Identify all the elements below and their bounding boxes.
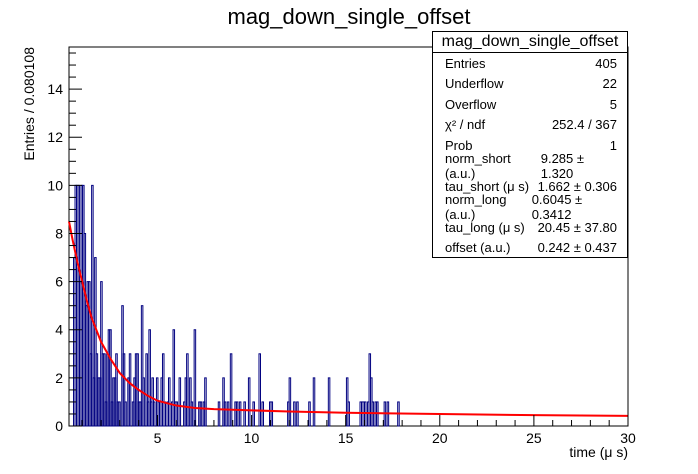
stats-value: 0.242 ± 0.437 <box>537 240 617 256</box>
y-tick-label: 4 <box>55 322 63 338</box>
stats-row-tau-short: tau_short (μ s) 1.662 ± 0.306 <box>433 176 627 197</box>
histogram-bin <box>152 401 156 427</box>
stats-row-norm-long: norm_long (a.u.) 0.6045 ± 0.3412 <box>433 192 627 222</box>
histogram-bin <box>261 401 264 427</box>
histogram-bin <box>217 401 221 427</box>
histogram-bin <box>109 329 112 427</box>
x-tick-label: 5 <box>154 430 162 446</box>
stats-label: norm_long (a.u.) <box>445 191 507 222</box>
histogram-bin <box>270 401 274 427</box>
x-tick-label: 15 <box>338 430 354 446</box>
stats-value: 5 <box>609 96 617 112</box>
histogram-bin <box>347 401 350 427</box>
stats-row-overflow: Overflow 5 <box>433 94 627 115</box>
x-tick-label: 25 <box>526 430 542 446</box>
histogram-bin <box>161 353 165 427</box>
histogram-bin <box>308 401 311 427</box>
histogram-bin <box>235 401 239 427</box>
stats-value: 20.45 ± 37.80 <box>537 219 617 235</box>
stats-value: 22 <box>602 76 617 92</box>
histogram-bin <box>172 329 176 427</box>
histogram-bin <box>296 401 299 427</box>
stats-value: 405 <box>595 55 617 71</box>
stats-value: 1 <box>609 137 617 153</box>
stats-label: χ² / ndf <box>445 117 486 133</box>
histogram-bin <box>91 184 94 427</box>
histogram-bin <box>327 377 331 427</box>
stats-row-offset: offset (a.u.) 0.242 ± 0.437 <box>433 238 627 259</box>
x-axis: 5 10 15 20 25 30 <box>81 415 636 446</box>
stats-value: 1.662 ± 0.306 <box>537 178 617 194</box>
histogram-bin <box>312 377 316 427</box>
stats-value: 9.285 ± 1.320 <box>540 150 585 181</box>
x-tick-label: 20 <box>432 430 448 446</box>
stats-label: Prob <box>445 137 473 153</box>
histogram-bin <box>223 401 227 427</box>
histogram-bin <box>288 377 292 427</box>
stats-label: tau_long (μ s) <box>445 219 525 235</box>
y-tick-label: 12 <box>47 129 63 145</box>
histogram-bin <box>243 401 246 427</box>
histogram-bin <box>168 377 171 427</box>
stats-label: tau_short (μ s) <box>445 178 530 194</box>
histogram-bin <box>94 257 97 427</box>
stats-row-underflow: Underflow 22 <box>433 74 627 95</box>
stats-label: Entries <box>445 55 486 71</box>
stats-label: norm_short (a.u.) <box>445 150 511 181</box>
x-axis-label: time (μ s) <box>569 444 628 460</box>
histogram-bin <box>293 401 296 427</box>
stats-box: mag_down_single_offset Entries 405 Underf… <box>432 31 628 258</box>
y-axis: 0 2 4 6 8 10 12 14 <box>47 52 82 434</box>
stats-label: Underflow <box>445 76 504 92</box>
histogram-bin <box>148 329 151 427</box>
histogram-bin <box>124 401 127 427</box>
fit-curve <box>68 221 629 417</box>
stats-value: 0.6045 ± 0.3412 <box>531 191 583 222</box>
histogram-bin <box>175 401 179 427</box>
histogram-bin <box>258 353 261 427</box>
y-tick-label: 6 <box>55 274 63 290</box>
histogram-bin <box>142 377 145 427</box>
stats-row-chi2: χ² / ndf 252.4 / 367 <box>433 115 627 136</box>
histogram-bin <box>122 353 126 427</box>
stats-value: 252.4 / 367 <box>551 117 617 133</box>
y-tick-label: 14 <box>47 81 63 97</box>
y-tick-label: 8 <box>55 225 63 241</box>
x-tick-label: 10 <box>244 430 260 446</box>
y-tick-label: 0 <box>55 418 63 434</box>
histogram-bin <box>238 401 242 427</box>
stats-row-tau-long: tau_long (μ s) 20.45 ± 37.80 <box>433 217 627 238</box>
histogram-bin <box>178 377 182 427</box>
stats-row-norm-short: norm_short (a.u.) 9.285 ± 1.320 <box>433 151 627 181</box>
x-tick-label: 30 <box>620 430 636 446</box>
stats-row-prob: Prob 1 <box>433 135 627 156</box>
y-tick-label: 10 <box>47 177 63 193</box>
stats-label: offset (a.u.) <box>445 240 511 256</box>
y-axis-label: Entries / 0.080108 <box>21 47 37 161</box>
stats-title: mag_down_single_offset <box>433 32 627 53</box>
histogram-bin <box>199 401 203 427</box>
histogram-bin <box>204 377 207 427</box>
stats-label: Overflow <box>445 96 497 112</box>
histogram-bin <box>252 401 255 427</box>
histogram-bin <box>229 353 233 427</box>
histogram-bin <box>186 353 189 427</box>
histogram-bin <box>115 353 118 427</box>
histogram-bin <box>140 305 144 427</box>
chart-title: mag_down_single_offset <box>228 4 471 29</box>
stats-row-entries: Entries 405 <box>433 53 627 74</box>
histogram-bin <box>226 401 230 427</box>
histogram-bin <box>128 353 132 427</box>
histogram-bin <box>145 353 148 427</box>
histogram-bin <box>247 377 251 427</box>
histogram-bin <box>103 353 106 427</box>
histogram-bin <box>190 401 194 427</box>
y-tick-label: 2 <box>55 370 63 386</box>
